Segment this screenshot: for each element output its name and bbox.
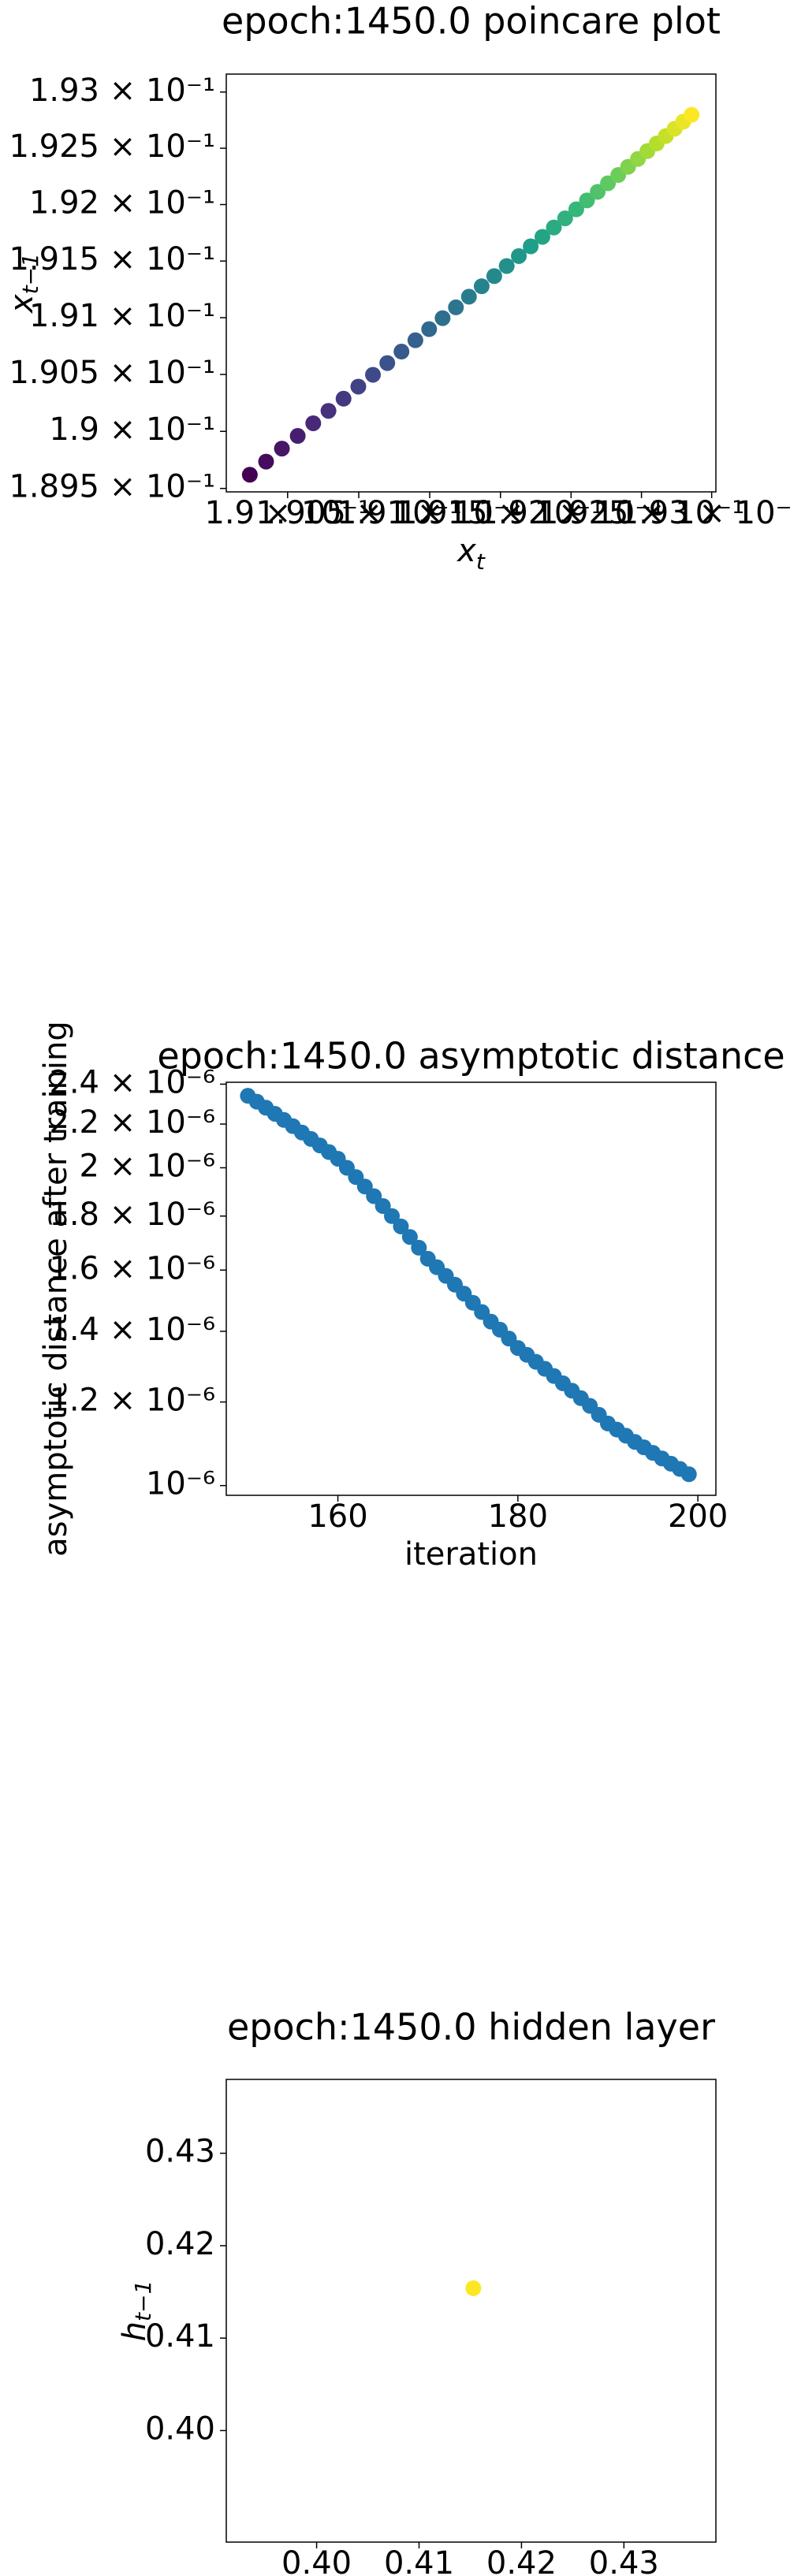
- scatter-point: [684, 106, 700, 123]
- x-tick-label: 180: [488, 1498, 548, 1535]
- y-tick-label: 0.40: [145, 2410, 215, 2447]
- x-axis-label-sub: t: [476, 549, 486, 575]
- y-tick-label: 1.4 × 10⁻⁶: [49, 1312, 215, 1348]
- x-tick-label: 1.925 × 10⁻¹: [538, 495, 745, 531]
- scatter-point: [498, 258, 515, 274]
- scatter-point: [375, 1197, 391, 1214]
- scatter-point: [241, 467, 258, 483]
- y-tick-label: 1.91 × 10⁻¹: [29, 298, 215, 334]
- y-tick-label: 1.9 × 10⁻¹: [49, 411, 215, 448]
- plot-frame: [225, 1081, 717, 1496]
- plot-frame: [225, 73, 717, 493]
- scatter-point: [384, 1208, 401, 1224]
- y-axis-label-main: x: [4, 294, 40, 315]
- y-tick-label: 1.895 × 10⁻¹: [9, 469, 215, 505]
- chart-title: epoch:1450.0 asymptotic distance: [157, 1035, 784, 1078]
- y-tick-label: 2 × 10⁻⁶: [80, 1148, 215, 1184]
- plot-frame: [225, 2079, 717, 2543]
- x-axis-label: iteration: [404, 1536, 538, 1573]
- x-tick-label: 1.9 × 10⁻¹: [204, 495, 371, 531]
- scatter-point: [534, 229, 550, 245]
- y-tick-label: 1.93 × 10⁻¹: [29, 73, 215, 109]
- scatter-point: [486, 268, 502, 285]
- x-tick-label: 0.43: [589, 2545, 659, 2576]
- scatter-point: [393, 344, 410, 360]
- scatter-point: [421, 321, 438, 337]
- y-axis-label-sub: t−1: [130, 2280, 156, 2321]
- y-tick-label: 0.42: [145, 2226, 215, 2262]
- x-tick-label: 1.91 × 10⁻¹: [337, 495, 523, 531]
- y-tick-label: 2.4 × 10⁻⁶: [49, 1064, 215, 1100]
- scatter-point: [393, 1218, 409, 1234]
- y-tick-label: 1.8 × 10⁻⁶: [49, 1197, 215, 1233]
- scatter-point: [350, 378, 367, 395]
- y-axis-label: ht−1: [117, 2280, 156, 2342]
- scatter-point: [680, 1466, 697, 1483]
- scatter-point: [258, 453, 274, 470]
- scatter-point: [434, 310, 451, 326]
- x-tick-label: 160: [307, 1498, 367, 1535]
- scatter-point: [305, 415, 322, 431]
- scatter-point: [473, 278, 490, 295]
- scatter-point: [465, 2280, 482, 2296]
- y-tick-label: 1.92 × 10⁻¹: [29, 185, 215, 221]
- scatter-point: [365, 367, 382, 383]
- scatter-point: [460, 288, 477, 305]
- scatter-point: [401, 1229, 418, 1245]
- scatter-point: [379, 355, 396, 371]
- scatter-point: [557, 210, 573, 226]
- y-tick-label: 1.6 × 10⁻⁶: [49, 1250, 215, 1286]
- x-tick-label: 1.915 × 10⁻¹: [397, 495, 604, 531]
- x-axis-label: xt: [456, 533, 486, 575]
- x-tick-label: 1.93 × 10⁻¹: [619, 495, 790, 531]
- x-axis-label-main: x: [456, 533, 476, 569]
- scatter-point: [579, 192, 595, 209]
- y-tick-label: 1.905 × 10⁻¹: [9, 355, 215, 391]
- scatter-point: [289, 428, 306, 445]
- scatter-point: [568, 201, 584, 218]
- scatter-point: [448, 299, 464, 315]
- x-tick-label: 0.42: [486, 2545, 557, 2576]
- chart-title: epoch:1450.0 hidden layer: [227, 2006, 715, 2049]
- y-tick-label: 0.41: [145, 2318, 215, 2355]
- x-tick-label: 1.905 × 10⁻¹: [255, 495, 462, 531]
- y-axis-label-main: h: [117, 2321, 153, 2341]
- scatter-point: [274, 441, 290, 457]
- y-axis-label: xt−1: [4, 253, 43, 315]
- y-tick-label: 1.915 × 10⁻¹: [9, 241, 215, 277]
- y-axis-label: asymptotic distance after training: [38, 1021, 74, 1557]
- x-tick-label: 1.92 × 10⁻¹: [478, 495, 664, 531]
- y-tick-label: 0.43: [145, 2134, 215, 2170]
- scatter-point: [411, 1239, 427, 1256]
- scatter-point: [320, 403, 337, 419]
- scatter-point: [335, 390, 352, 407]
- y-tick-label: 2.2 × 10⁻⁶: [49, 1104, 215, 1141]
- scatter-point: [407, 332, 423, 348]
- y-tick-label: 1.2 × 10⁻⁶: [49, 1383, 215, 1419]
- x-tick-label: 0.41: [384, 2545, 454, 2576]
- y-tick-label: 1.925 × 10⁻¹: [9, 128, 215, 165]
- x-tick-label: 0.40: [281, 2545, 352, 2576]
- chart-title: epoch:1450.0 poincare plot: [222, 0, 721, 43]
- scatter-point: [523, 238, 539, 255]
- y-axis-label-sub: t−1: [17, 253, 43, 294]
- x-tick-label: 200: [668, 1498, 728, 1535]
- scatter-point: [511, 248, 527, 264]
- y-tick-label: 10⁻⁶: [146, 1466, 215, 1502]
- scatter-point: [546, 219, 562, 236]
